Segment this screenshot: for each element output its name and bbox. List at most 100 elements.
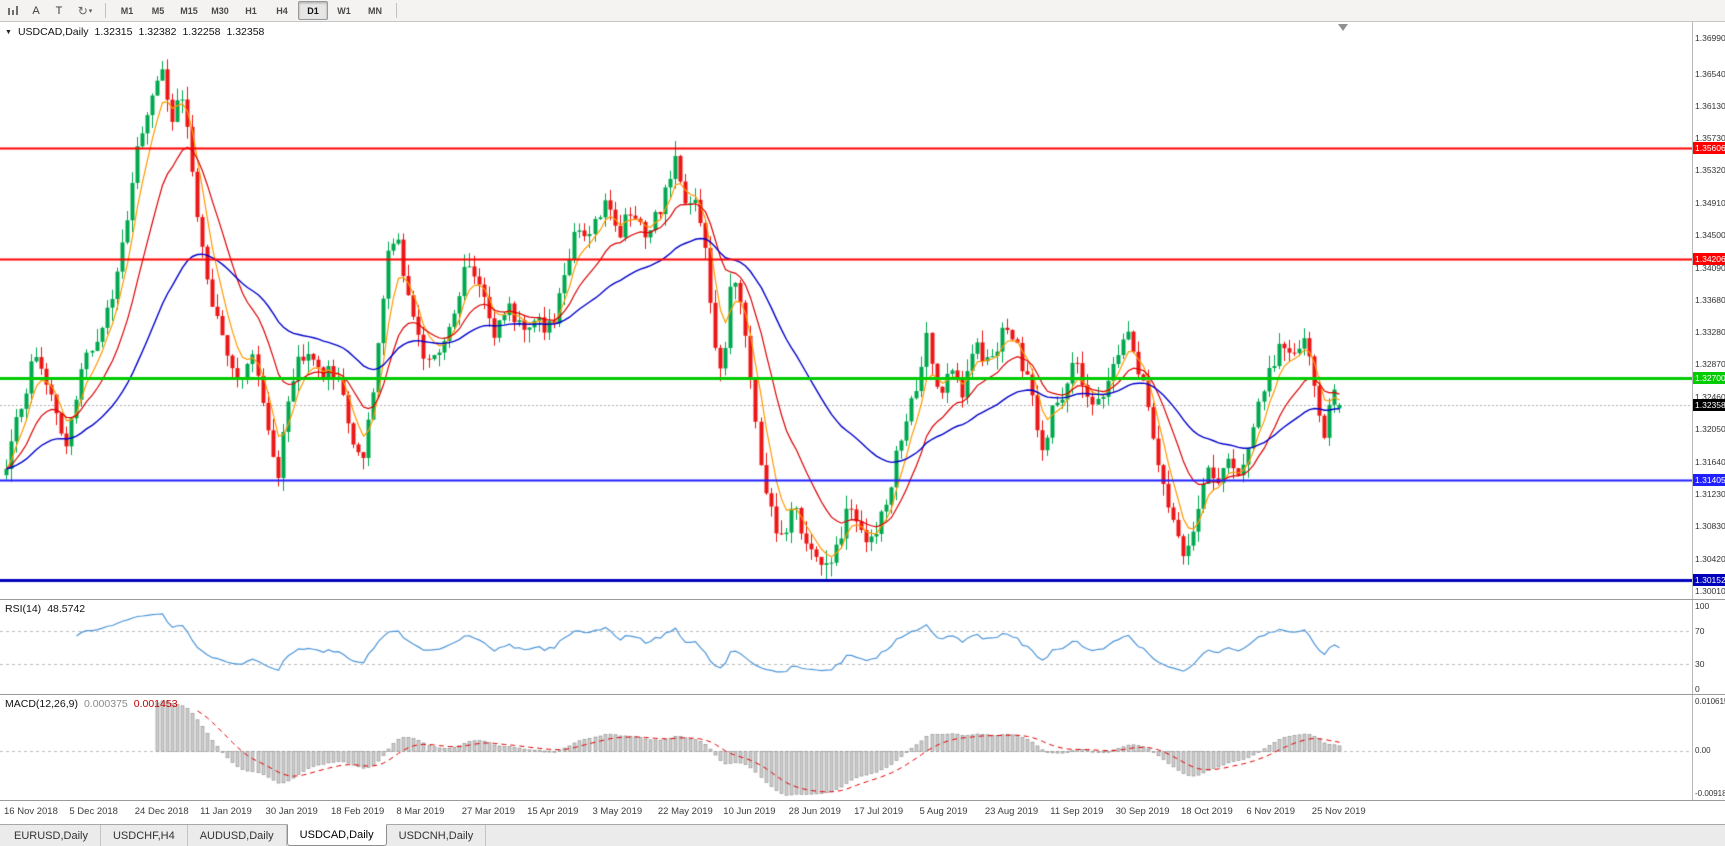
cycle-icon: ↻ [77,3,88,18]
date-axis-label: 25 Nov 2019 [1311,806,1366,817]
chart-symbol-label: USDCAD,Daily [17,26,89,38]
chart-tab-eurusd-daily[interactable]: EURUSD,Daily [2,825,101,846]
timeframe-button-mn[interactable]: MN [368,5,382,16]
date-axis-label: 6 Nov 2019 [1246,806,1295,817]
cycle-tool-button[interactable]: ↻ ▾ [71,1,99,21]
tool-button-a[interactable]: A [32,4,40,17]
macd-indicator-label: MACD(12,26,9) 0.000375 0.001453 [5,698,178,710]
rsi-axis-label: 70 [1695,625,1705,636]
macd-axis-label: -0.00918 [1695,789,1725,798]
chart-tab-bar: EURUSD,Daily USDCHF,H4 AUDUSD,Daily USDCAD,… [0,824,1725,846]
hline-price-badge[interactable]: 1.30152 [1693,573,1725,586]
price-axis-label: 1.34090 [1695,262,1725,273]
hline-price-badge[interactable]: 1.31405 [1693,474,1725,487]
date-axis-label: 18 Feb 2019 [330,806,385,817]
hline-price-badge[interactable]: 1.35606 [1693,141,1725,154]
date-axis-label: 15 Apr 2019 [527,806,579,817]
price-axis-label: 1.32460 [1695,391,1725,402]
price-axis-label: 1.35320 [1695,165,1725,176]
price-axis-label: 1.34500 [1695,230,1725,241]
timeframe-button-m1[interactable]: M1 [120,5,134,16]
timeframe-button-m15[interactable]: M15 [180,5,198,16]
date-axis-label: 18 Oct 2019 [1181,806,1233,817]
date-axis-label: 28 Jun 2019 [788,806,841,817]
price-axis-label: 1.36540 [1695,68,1725,79]
ohlc-low-value: 1.32258 [182,26,221,38]
chart-tab-usdcnh-daily[interactable]: USDCNH,Daily [387,825,487,846]
rsi-axis[interactable]: 100 70 30 0 [1692,600,1725,694]
timeframe-button-m30[interactable]: M30 [211,5,229,16]
chart-bars-icon[interactable] [4,2,24,20]
price-chart-canvas[interactable] [0,22,1692,599]
macd-axis-label: 0.00 [1695,746,1711,756]
ohlc-close-value: 1.32358 [226,26,265,38]
hline-price-badge[interactable]: 1.34206 [1693,252,1725,265]
price-axis-label: 1.36990 [1695,32,1725,43]
timeframe-button-d1[interactable]: D1 [298,1,328,20]
macd-canvas[interactable] [0,695,1692,801]
macd-axis-label: 0.010615 [1695,697,1725,706]
price-axis-label: 1.36130 [1695,100,1725,111]
date-axis-label: 5 Aug 2019 [919,806,968,817]
macd-signal-value: 0.001453 [133,698,178,710]
macd-panel: MACD(12,26,9) 0.000375 0.001453 0.010615… [0,694,1725,801]
rsi-name: RSI(14) [5,603,42,615]
price-axis-label: 1.32870 [1695,359,1725,370]
date-axis-label: 24 Dec 2018 [134,806,189,817]
rsi-canvas[interactable] [0,600,1692,695]
chart-tab-usdcad-daily[interactable]: USDCAD,Daily [286,824,387,846]
rsi-axis-label: 30 [1695,658,1705,669]
ohlc-open-value: 1.32315 [94,26,133,38]
price-chart-panel: ▼ USDCAD,Daily 1.32315 1.32382 1.32258 1… [0,22,1725,599]
hline-price-badge[interactable]: 1.32700 [1693,371,1725,384]
date-axis-label: 11 Jan 2019 [200,806,252,817]
chart-shift-marker[interactable] [1338,24,1348,31]
top-toolbar: A T ↻ ▾ M1 M5 M15 M30 H1 H4 D1 W1 MN [0,0,1725,22]
date-axis-label: 16 Nov 2018 [4,806,58,817]
date-axis-label: 22 May 2019 [657,806,713,817]
date-axis-label: 11 Sep 2019 [1050,806,1104,817]
rsi-axis-label: 100 [1695,600,1710,611]
date-axis-label: 3 May 2019 [592,806,643,817]
macd-name: MACD(12,26,9) [5,698,78,710]
price-axis-label: 1.35730 [1695,132,1725,143]
timeframe-button-w1[interactable]: W1 [337,5,351,16]
price-axis-label: 1.33280 [1695,326,1725,337]
current-price-badge: 1.32358 [1693,398,1725,411]
chart-tab-usdchf-h4[interactable]: USDCHF,H4 [101,825,188,846]
price-axis-label: 1.34910 [1695,197,1725,208]
price-axis-label: 1.33680 [1695,294,1725,305]
rsi-value: 48.5742 [47,603,86,615]
tool-button-t[interactable]: T [55,4,63,17]
chart-title: ▼ USDCAD,Daily 1.32315 1.32382 1.32258 1… [5,26,264,38]
rsi-axis-label: 0 [1695,683,1700,694]
ohlc-high-value: 1.32382 [138,26,177,38]
date-axis-label: 27 Mar 2019 [461,806,516,817]
date-axis-label: 23 Aug 2019 [984,806,1039,817]
toolbar-separator [396,3,397,18]
date-axis[interactable]: 16 Nov 2018 5 Dec 2018 24 Dec 2018 11 Jan 2… [0,800,1725,824]
date-axis-label: 10 Jun 2019 [723,806,776,817]
price-axis-label: 1.31230 [1695,489,1725,500]
timeframe-button-group: M1 M5 M15 M30 H1 H4 D1 W1 MN [112,1,390,20]
chart-tab-audusd-daily[interactable]: AUDUSD,Daily [188,825,287,846]
timeframe-button-h4[interactable]: H4 [276,5,288,16]
dropdown-caret-icon: ▾ [88,7,93,15]
timeframe-button-m5[interactable]: M5 [151,5,165,16]
toolbar-separator [105,3,106,18]
price-axis-label: 1.32050 [1695,424,1725,435]
rsi-panel: RSI(14) 48.5742 100 70 30 0 [0,599,1725,695]
date-axis-label: 30 Sep 2019 [1115,806,1170,817]
macd-main-value: 0.000375 [83,698,128,710]
date-axis-label: 17 Jul 2019 [854,806,904,817]
date-axis-label: 5 Dec 2018 [69,806,118,817]
collapse-arrow-icon[interactable]: ▼ [5,28,12,36]
price-axis-label: 1.30010 [1695,585,1725,596]
date-axis-label: 30 Jan 2019 [265,806,318,817]
macd-axis[interactable]: 0.010615 0.00 -0.00918 [1692,695,1725,800]
timeframe-button-h1[interactable]: H1 [245,5,257,16]
rsi-indicator-label: RSI(14) 48.5742 [5,603,85,615]
price-axis-label: 1.30420 [1695,553,1725,564]
price-axis[interactable]: 1.36990 1.36540 1.36130 1.35730 1.35320 1.349… [1692,22,1725,599]
